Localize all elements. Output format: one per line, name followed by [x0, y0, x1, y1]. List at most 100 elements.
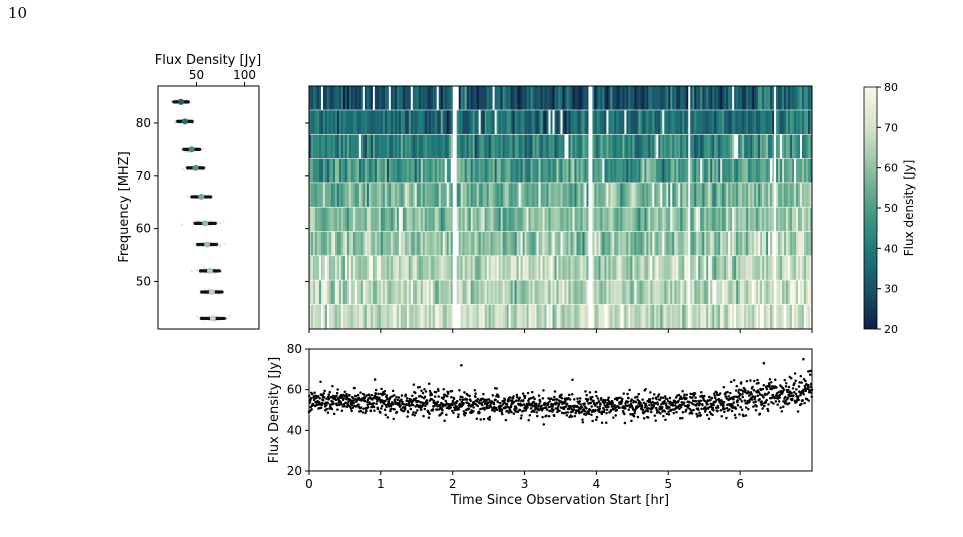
heatmap-cell [512, 86, 515, 110]
light-curve-point [630, 419, 633, 423]
heatmap-cell [666, 158, 669, 183]
heatmap-cell [492, 134, 495, 159]
light-curve-point [647, 416, 650, 419]
heatmap-cell [468, 280, 472, 305]
heatmap-cell [536, 304, 539, 329]
heatmap-cell [718, 158, 721, 183]
heatmap-cell [458, 207, 462, 232]
heatmap-cell [646, 134, 649, 159]
heatmap-cell [756, 158, 759, 183]
heatmap-cell [436, 280, 440, 305]
heatmap-cell [742, 110, 745, 134]
heatmap-cell [432, 158, 436, 183]
heatmap-cell [670, 256, 673, 280]
heatmap-cell [762, 280, 765, 305]
heatmap-cell [748, 231, 751, 256]
heatmap-cell [548, 134, 551, 159]
heatmap-cell [482, 231, 486, 256]
heatmap-cell [804, 280, 807, 305]
light-curve-point [462, 401, 465, 405]
heatmap-cell [480, 280, 484, 305]
light-curve-point [373, 409, 376, 412]
heatmap-cell [630, 304, 633, 329]
heatmap-cell [434, 256, 438, 280]
heatmap-cell [496, 256, 499, 280]
heatmap-cell [558, 134, 561, 159]
heatmap-cell [802, 158, 805, 183]
heatmap-cell [388, 231, 392, 256]
heatmap-cell [788, 207, 791, 232]
heatmap-cell [376, 231, 380, 256]
heatmap-cell [556, 134, 559, 159]
heatmap-cell [402, 207, 406, 232]
light-curve-point [490, 400, 494, 403]
heatmap-cell [784, 231, 787, 256]
heatmap-cell [690, 231, 693, 256]
light-curve-point [762, 396, 765, 399]
light-curve-point [527, 418, 530, 422]
heatmap-cell [732, 231, 735, 256]
heatmap-cell [504, 256, 507, 280]
heatmap-cell [618, 304, 621, 329]
light-curve-point [649, 391, 652, 394]
light-curve-point [573, 398, 576, 401]
heatmap-cell [586, 207, 589, 232]
heatmap-cell [726, 183, 729, 207]
heatmap-cell [762, 183, 765, 207]
heatmap-cell [626, 134, 629, 159]
heatmap-cell [360, 134, 364, 159]
light-curve-point [775, 386, 778, 389]
heatmap-cell [648, 280, 651, 305]
heatmap-cell [486, 280, 489, 305]
heatmap-cell [736, 110, 739, 134]
heatmap-cell [654, 86, 657, 110]
heatmap-cell [786, 304, 789, 329]
heatmap-cell [424, 86, 428, 110]
light-curve-point [798, 381, 801, 384]
light-curve-point [406, 410, 410, 414]
heatmap-cell [370, 304, 374, 329]
light-curve-point [769, 380, 773, 384]
heatmap-cell [664, 110, 667, 134]
heatmap-cell [464, 280, 468, 305]
light-curve-point [672, 411, 675, 415]
heatmap-cell [600, 158, 603, 183]
light-curve-point [804, 379, 807, 383]
heatmap-cell [664, 134, 667, 159]
heatmap-cell [748, 256, 751, 280]
light-curve-point [507, 411, 511, 414]
light-curve-point [582, 408, 586, 411]
heatmap-cell [390, 231, 394, 256]
heatmap-cell [548, 256, 551, 280]
light-curve-point [352, 401, 355, 405]
heatmap-cell [702, 280, 705, 305]
heatmap-cell [586, 183, 589, 207]
heatmap-cell [572, 134, 575, 159]
heatmap-cell [618, 134, 621, 159]
heatmap-cell [778, 183, 781, 207]
heatmap-cell [418, 158, 422, 183]
heatmap-cell [668, 110, 671, 134]
heatmap-cell [356, 158, 360, 183]
light-curve-point [772, 402, 775, 405]
heatmap-cell [468, 231, 472, 256]
light-curve-point [354, 405, 358, 408]
heatmap-cell [398, 280, 402, 305]
heatmap-cell [512, 231, 515, 256]
heatmap-cell [688, 304, 691, 329]
heatmap-cell [692, 183, 695, 207]
heatmap-cell [578, 158, 581, 183]
heatmap-cell [750, 86, 753, 110]
light-curve-point [678, 403, 681, 407]
heatmap-cell [678, 134, 681, 159]
heatmap-cell [418, 134, 422, 159]
heatmap-cell [686, 86, 689, 110]
heatmap-cell [748, 304, 751, 329]
heatmap-cell [722, 183, 725, 207]
light-curve-point [629, 412, 632, 416]
heatmap-cell [440, 280, 444, 305]
heatmap-cell [682, 207, 685, 232]
heatmap-cell [360, 86, 364, 110]
heatmap-cell [390, 304, 394, 329]
heatmap-cell [550, 183, 553, 207]
